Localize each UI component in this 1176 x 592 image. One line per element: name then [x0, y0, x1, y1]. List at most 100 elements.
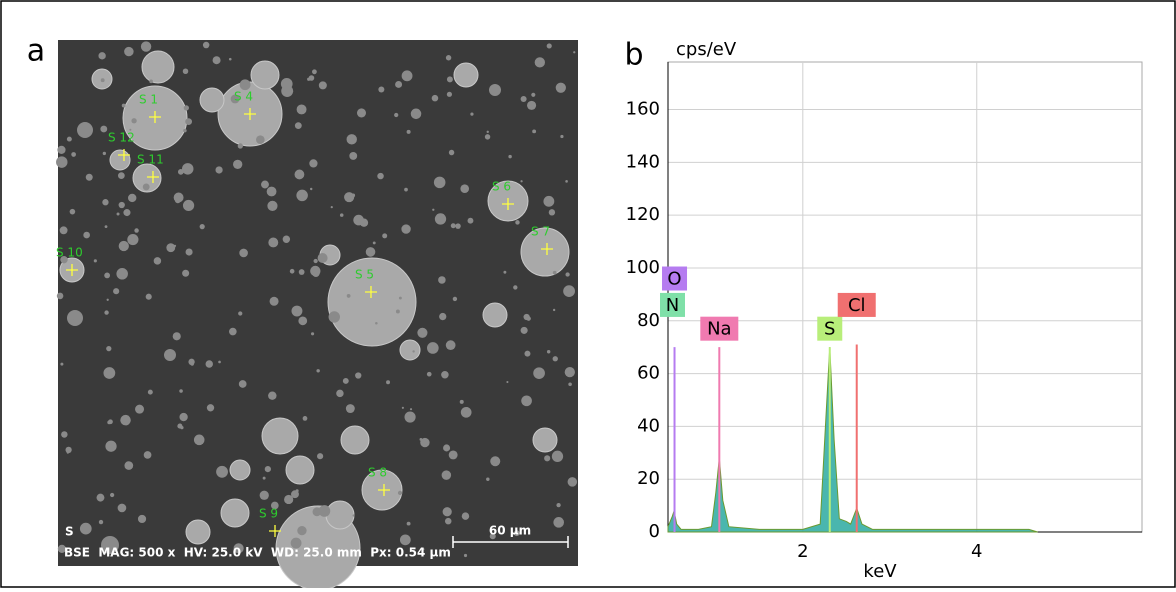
particle: [450, 223, 456, 229]
particle: [448, 450, 458, 460]
particle: [395, 309, 400, 314]
particle: [351, 193, 356, 198]
particle: [546, 350, 551, 354]
particle: [446, 91, 453, 97]
particle: [355, 372, 362, 379]
point-cross: [378, 484, 390, 496]
particle: [199, 87, 225, 113]
particle: [164, 349, 176, 361]
particle: [534, 57, 545, 68]
particle: [427, 342, 439, 354]
particle: [524, 350, 531, 357]
particle: [397, 490, 403, 495]
element-label-box: [700, 316, 739, 341]
particle: [103, 367, 116, 379]
particle: [237, 143, 243, 149]
particle: [102, 199, 109, 206]
particle: [551, 450, 564, 462]
particle: [352, 514, 355, 517]
particle: [172, 332, 181, 341]
particle: [266, 186, 277, 197]
element-label: Na: [707, 319, 732, 340]
particle: [102, 151, 107, 156]
particle: [318, 81, 327, 90]
particle: [316, 369, 320, 373]
particle: [104, 310, 109, 315]
particle: [116, 267, 128, 280]
particle: [173, 244, 177, 248]
point-cross: [244, 108, 256, 120]
particle: [104, 225, 108, 229]
particle: [132, 163, 162, 193]
particle: [147, 389, 153, 395]
particle: [453, 62, 479, 88]
particle: [317, 453, 324, 460]
particle: [345, 404, 355, 414]
particle: [141, 50, 175, 84]
particle: [270, 501, 279, 510]
particle: [127, 233, 139, 246]
particle: [544, 455, 551, 462]
particle: [508, 154, 512, 159]
element-label-box: [817, 316, 843, 341]
particle: [229, 459, 251, 481]
particle: [113, 288, 120, 295]
particle: [455, 223, 461, 229]
particle: [127, 193, 137, 203]
point-label: S 4: [234, 90, 253, 104]
particle: [206, 404, 215, 412]
particle: [261, 417, 299, 455]
particle: [486, 130, 489, 134]
particle: [378, 86, 385, 93]
particle: [520, 326, 528, 334]
particle: [484, 134, 491, 140]
particle: [515, 220, 520, 225]
particle: [298, 269, 305, 275]
particle: [199, 224, 205, 230]
particle: [526, 316, 531, 321]
particle: [65, 446, 72, 454]
particle: [340, 425, 370, 455]
particle: [116, 212, 120, 216]
particle: [182, 68, 189, 75]
particle: [100, 78, 105, 83]
particle: [412, 350, 415, 353]
particle: [109, 149, 131, 171]
particle: [79, 522, 92, 535]
particle: [60, 362, 64, 366]
particle: [96, 493, 105, 502]
panel-label: a: [27, 34, 45, 69]
particle: [185, 248, 193, 256]
particle: [71, 152, 76, 157]
point-label: S 10: [56, 246, 83, 260]
x-tick-label: 2: [797, 541, 808, 562]
x-tick-label: 4: [971, 541, 982, 562]
particle: [77, 122, 93, 138]
particle: [110, 492, 115, 498]
particle: [401, 224, 411, 234]
particle: [239, 79, 251, 91]
particle: [280, 77, 293, 90]
particle: [183, 128, 187, 133]
particle: [328, 311, 340, 323]
particle: [98, 519, 104, 525]
particle: [342, 377, 349, 384]
particle: [445, 340, 456, 350]
particle: [568, 382, 572, 387]
y-tick-label: 120: [626, 204, 660, 225]
particle: [406, 521, 411, 526]
particle: [460, 406, 472, 418]
particle: [129, 128, 132, 131]
particle: [409, 408, 413, 411]
particle: [264, 465, 271, 473]
particle: [441, 470, 452, 480]
element-label: N: [666, 295, 679, 316]
particle: [267, 200, 278, 211]
particle: [177, 169, 184, 175]
particle: [377, 172, 384, 180]
scale-bar-label: 60 µm: [489, 524, 531, 538]
particle: [546, 43, 552, 49]
particle: [312, 69, 317, 75]
point-cross: [147, 171, 159, 183]
particle: [284, 494, 294, 505]
